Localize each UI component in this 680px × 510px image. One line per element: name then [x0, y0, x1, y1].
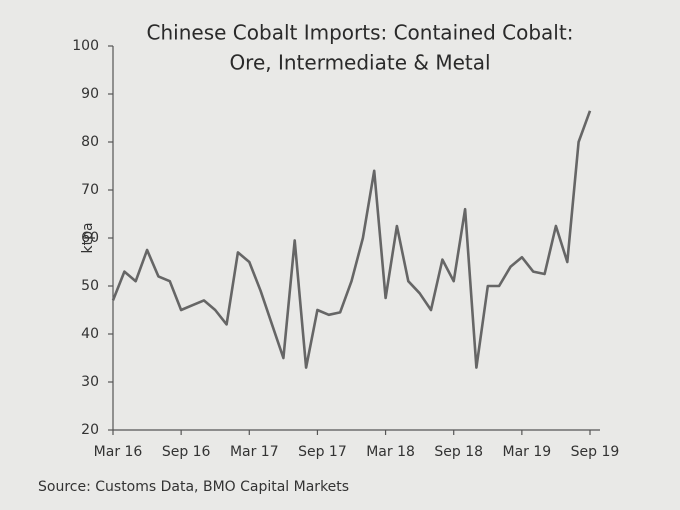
y-tick-label: 80	[81, 134, 99, 150]
x-tick-label: Mar 18	[366, 444, 415, 460]
y-tick-label: 90	[81, 86, 99, 102]
x-tick-label: Sep 17	[298, 444, 347, 460]
y-tick-label: 30	[81, 374, 99, 390]
x-tick-label: Mar 16	[94, 444, 143, 460]
x-tick-label: Mar 19	[503, 444, 552, 460]
source: Source: Customs Data, BMO Capital Market…	[38, 479, 349, 495]
x-tick-label: Sep 16	[162, 444, 211, 460]
chart-title: Chinese Cobalt Imports: Contained Cobalt…	[147, 21, 574, 45]
chart-subtitle: Ore, Intermediate & Metal	[229, 51, 490, 75]
x-tick-label: Sep 18	[434, 444, 483, 460]
y-tick-label: 100	[72, 38, 99, 54]
data-line	[111, 110, 592, 369]
y-tick-label: 60	[81, 230, 99, 246]
y-tick-label: 70	[81, 182, 99, 198]
y-tick-label: 50	[81, 278, 99, 294]
y-tick-label: 40	[81, 326, 99, 342]
y-axis-label: ktpa	[80, 222, 96, 253]
x-tick-label: Sep 19	[571, 444, 620, 460]
y-tick-label: 20	[81, 422, 99, 438]
x-tick-label: Mar 17	[230, 444, 279, 460]
